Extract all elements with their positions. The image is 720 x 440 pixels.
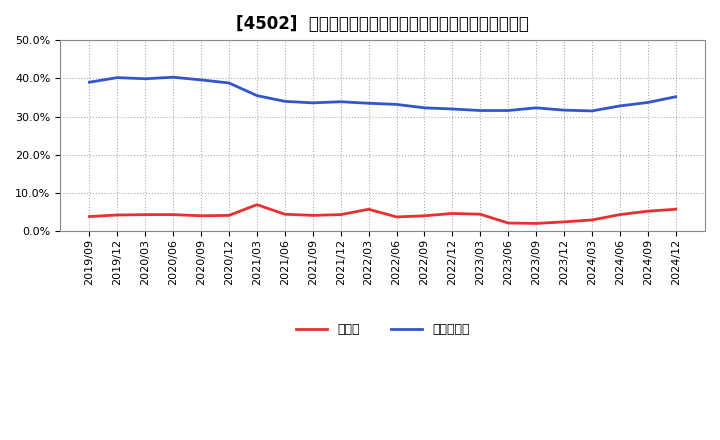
- 有利子負債: [85, 80, 94, 85]
- 現預金: [616, 212, 624, 217]
- 現預金: [671, 207, 680, 212]
- 有利子負債: [504, 108, 513, 113]
- 現預金: [85, 214, 94, 219]
- 現預金: [559, 219, 568, 224]
- Title: [4502]  現預金、有利子負債の総資産に対する比率の推移: [4502] 現預金、有利子負債の総資産に対する比率の推移: [236, 15, 529, 33]
- 有利子負債: [253, 93, 261, 98]
- 現預金: [253, 202, 261, 207]
- 有利子負債: [671, 94, 680, 99]
- 有利子負債: [476, 108, 485, 113]
- 現預金: [504, 220, 513, 226]
- 現預金: [392, 214, 401, 220]
- 現預金: [420, 213, 428, 218]
- 有利子負債: [588, 108, 596, 114]
- 現預金: [169, 212, 178, 217]
- 現預金: [588, 217, 596, 223]
- 有利子負債: [308, 100, 317, 106]
- 現預金: [448, 211, 456, 216]
- 現預金: [281, 212, 289, 217]
- 有利子負債: [559, 107, 568, 113]
- Line: 現預金: 現預金: [89, 205, 675, 224]
- 現預金: [308, 213, 317, 218]
- 有利子負債: [644, 100, 652, 105]
- 現預金: [364, 207, 373, 212]
- 現預金: [336, 212, 345, 217]
- 有利子負債: [197, 77, 205, 83]
- 現預金: [532, 221, 541, 226]
- 有利子負債: [113, 75, 122, 80]
- 現預金: [476, 212, 485, 217]
- 有利子負債: [364, 101, 373, 106]
- 有利子負債: [225, 81, 233, 86]
- Line: 有利子負債: 有利子負債: [89, 77, 675, 111]
- 有利子負債: [169, 75, 178, 80]
- 有利子負債: [392, 102, 401, 107]
- 現預金: [644, 209, 652, 214]
- 有利子負債: [448, 106, 456, 112]
- 現預金: [113, 213, 122, 218]
- 現預金: [225, 213, 233, 218]
- 有利子負債: [141, 76, 150, 81]
- 有利子負債: [336, 99, 345, 104]
- 有利子負債: [420, 105, 428, 110]
- 有利子負債: [281, 99, 289, 104]
- 現預金: [197, 213, 205, 218]
- 有利子負債: [616, 103, 624, 109]
- Legend: 現預金, 有利子負債: 現預金, 有利子負債: [291, 318, 474, 341]
- 有利子負債: [532, 105, 541, 110]
- 現預金: [141, 212, 150, 217]
